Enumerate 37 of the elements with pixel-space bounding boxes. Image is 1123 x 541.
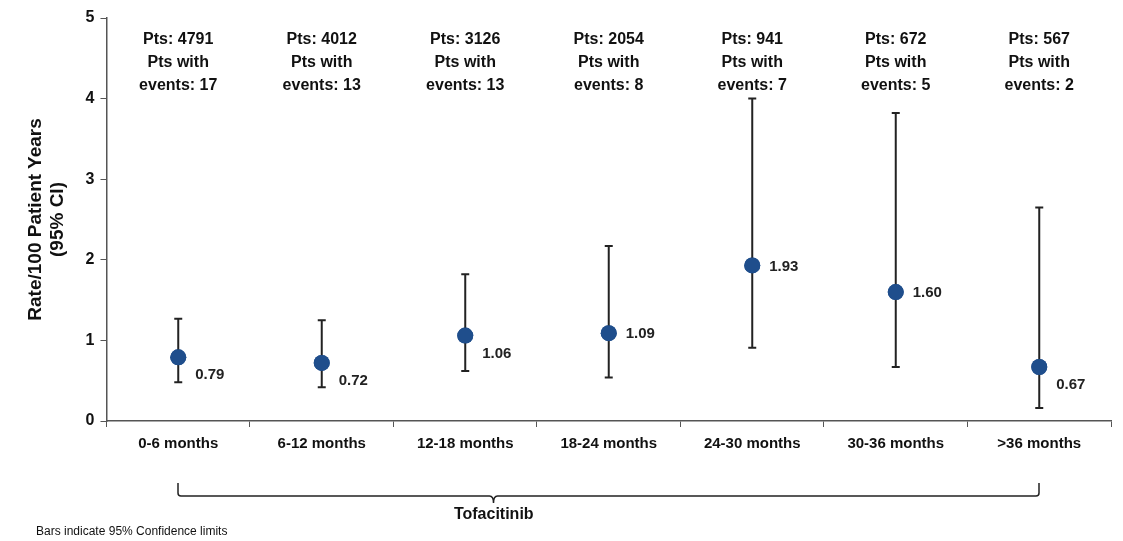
data-label: 0.67 — [1056, 375, 1086, 393]
point — [313, 354, 330, 371]
annotation: Pts: 4012 Pts with events: 13 — [282, 30, 361, 94]
annotation: Pts: 672 Pts with events: 5 — [861, 30, 931, 94]
y-tick-label: 3 — [85, 169, 95, 187]
point — [170, 349, 187, 366]
x-tick-label: 0-6 months — [138, 434, 219, 452]
point — [600, 325, 617, 342]
data-label: 0.72 — [338, 371, 368, 389]
x-tick-label: 12-18 months — [416, 434, 514, 452]
y-tick-label: 1 — [85, 330, 95, 348]
annotation: Pts: 3126 Pts with events: 13 — [426, 30, 505, 94]
data-label: 1.60 — [912, 283, 942, 301]
text: Bars indicate 95% Confidence limits — [36, 524, 228, 539]
x-tick-label: 6-12 months — [277, 434, 366, 452]
annotation: Pts: 567 Pts with events: 2 — [1004, 30, 1075, 94]
x-tick-label: >36 months — [997, 434, 1082, 452]
text: Tofacitinib — [453, 505, 534, 523]
annotation: Pts: 941 Pts with events: 7 — [717, 30, 788, 94]
data-label: 0.79 — [195, 365, 225, 383]
y-tick-label: 2 — [85, 250, 95, 268]
point — [744, 257, 761, 274]
annotation: Pts: 2054 Pts with events: 8 — [573, 30, 644, 94]
point — [457, 327, 474, 344]
y-tick-label: 0 — [85, 411, 95, 429]
y-tick-label: 5 — [85, 8, 95, 26]
point — [1031, 359, 1048, 375]
point — [887, 284, 904, 301]
x-tick-label: 18-24 months — [560, 434, 658, 452]
data-label: 1.93 — [769, 256, 799, 274]
x-tick-label: 30-36 months — [847, 434, 945, 452]
y-axis-title: Rate/100 Patient Years (95% CI) — [23, 118, 68, 321]
data-label: 1.06 — [482, 343, 512, 361]
x-tick-label: 24-30 months — [703, 434, 801, 452]
annotation: Pts: 4791 Pts with events: 17 — [139, 30, 218, 94]
data-label: 1.09 — [625, 324, 655, 342]
y-tick-label: 4 — [85, 89, 95, 107]
